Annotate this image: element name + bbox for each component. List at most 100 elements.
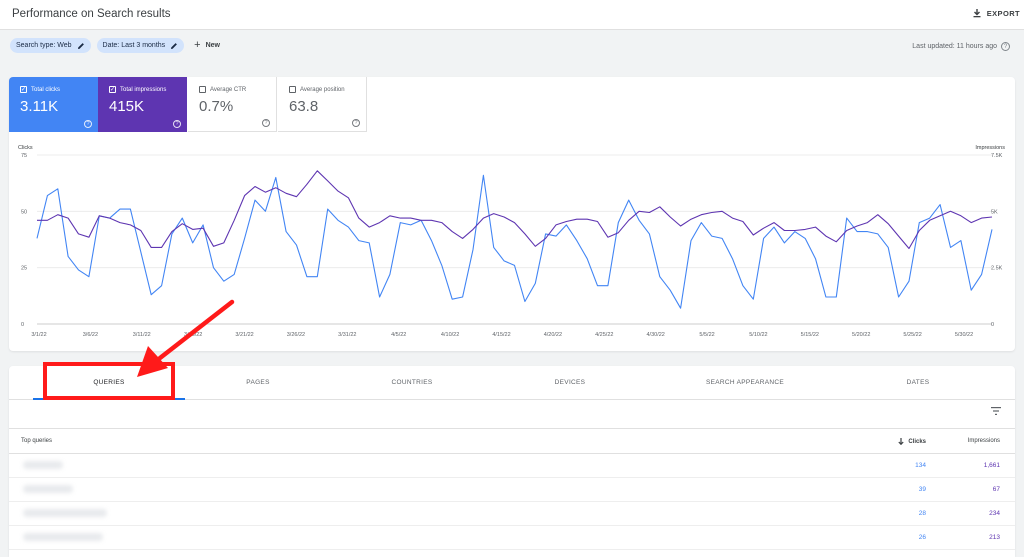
chip-label: Date: Last 3 months — [102, 42, 166, 49]
filter-bar: Search type: Web Date: Last 3 months + N… — [10, 38, 220, 53]
metric-value: 63.8 — [289, 98, 319, 115]
metric-label: Average CTR — [210, 86, 247, 93]
pencil-icon — [77, 42, 84, 49]
last-updated: Last updated: 11 hours ago ? — [912, 42, 1010, 51]
row-clicks: 26 — [918, 534, 926, 541]
metric-label-row: ✓ Total impressions — [109, 86, 187, 93]
x-tick-label: 5/10/22 — [749, 332, 767, 338]
download-icon — [973, 9, 981, 18]
metric-label-row: Average CTR — [199, 86, 276, 93]
redacted-query — [23, 461, 63, 469]
x-tick-label: 4/5/22 — [391, 332, 406, 338]
filter-rows-icon[interactable] — [991, 407, 1001, 415]
row-clicks: 134 — [915, 462, 926, 469]
x-tick-label: 5/25/22 — [903, 332, 921, 338]
column-header-clicks[interactable]: Clicks — [898, 438, 926, 445]
checkbox-unchecked-icon — [289, 86, 296, 93]
x-tick-label: 5/20/22 — [852, 332, 870, 338]
help-icon[interactable]: ? — [262, 119, 270, 127]
x-tick-label: 3/11/22 — [133, 332, 151, 338]
x-tick-label: 4/20/22 — [544, 332, 562, 338]
pencil-icon — [171, 42, 178, 49]
tab-countries[interactable]: COUNTRIES — [391, 379, 433, 386]
table-row[interactable]: 134 1,661 — [9, 454, 1015, 478]
row-impressions: 67 — [992, 486, 1000, 493]
tab-pages[interactable]: PAGES — [246, 379, 270, 386]
search-type-chip[interactable]: Search type: Web — [10, 38, 91, 53]
redacted-query — [23, 533, 103, 541]
x-tick-label: 4/30/22 — [646, 332, 664, 338]
metric-label-row: Average position — [289, 86, 366, 93]
column-header-impressions[interactable]: Impressions — [967, 438, 1000, 444]
export-button[interactable]: EXPORT — [972, 8, 1020, 18]
y-left-tick-label: 0 — [21, 322, 24, 328]
performance-card: 0 0 25 2.5K 50 5K 75 7.5K Clicks Impressions 3/1/2… — [9, 77, 1015, 351]
metric-value: 0.7% — [199, 98, 234, 115]
chip-label: Search type: Web — [16, 42, 72, 49]
tab-search-appearance[interactable]: SEARCH APPEARANCE — [705, 379, 785, 386]
new-label: New — [205, 42, 221, 49]
tab-dates[interactable]: DATES — [906, 379, 930, 386]
x-tick-label: 5/15/22 — [801, 332, 819, 338]
table-header: Top queries Clicks Impressions — [9, 428, 1015, 454]
x-tick-label: 3/21/22 — [235, 332, 253, 338]
tab-devices[interactable]: DEVICES — [554, 379, 586, 386]
row-clicks: 39 — [918, 486, 926, 493]
checkbox-checked-icon: ✓ — [20, 86, 27, 93]
x-tick-label: 5/5/22 — [699, 332, 714, 338]
metric-label: Average position — [300, 86, 345, 93]
y-left-axis-label: Clicks — [18, 145, 33, 151]
y-left-tick-label: 75 — [21, 153, 27, 159]
row-impressions: 213 — [989, 534, 1000, 541]
page-title: Performance on Search results — [12, 8, 171, 20]
y-right-tick-label: 0 — [991, 322, 994, 328]
x-tick-label: 3/6/22 — [83, 332, 98, 338]
x-tick-label: 3/1/22 — [31, 332, 46, 338]
top-bar: Performance on Search results EXPORT — [0, 0, 1024, 30]
x-tick-label: 4/10/22 — [441, 332, 459, 338]
metric-average-ctr[interactable]: Average CTR 0.7% ? — [188, 77, 277, 132]
table-row[interactable]: 26 213 — [9, 526, 1015, 550]
x-tick-label: 3/26/22 — [287, 332, 305, 338]
export-label: EXPORT — [986, 8, 1020, 18]
help-icon[interactable]: ? — [1001, 42, 1010, 51]
arrow-down-icon — [898, 438, 904, 445]
redacted-query — [23, 485, 73, 493]
y-right-axis-label: Impressions — [975, 145, 1005, 151]
checkbox-checked-icon: ✓ — [109, 86, 116, 93]
table-row[interactable]: 28 234 — [9, 502, 1015, 526]
metric-value: 415K — [109, 98, 145, 115]
x-tick-label: 3/16/22 — [184, 332, 202, 338]
last-updated-text: Last updated: 11 hours ago — [912, 43, 997, 50]
results-card: QUERIES PAGES COUNTRIES DEVICES SEARCH A… — [9, 366, 1015, 557]
table-row[interactable]: 39 67 — [9, 478, 1015, 502]
redacted-query — [23, 509, 107, 517]
column-header-queries[interactable]: Top queries — [21, 438, 53, 444]
x-tick-label: 4/25/22 — [595, 332, 613, 338]
metric-average-position[interactable]: Average position 63.8 ? — [278, 77, 367, 132]
plus-icon: + — [194, 39, 201, 51]
x-tick-label: 5/30/22 — [955, 332, 973, 338]
row-clicks: 28 — [918, 510, 926, 517]
y-left-tick-label: 50 — [21, 209, 27, 215]
new-filter-button[interactable]: + New — [194, 40, 220, 51]
series-line-impressions — [37, 170, 993, 250]
metric-label: Total clicks — [31, 86, 61, 93]
y-right-tick-label: 2.5K — [991, 266, 1003, 272]
help-icon[interactable]: ? — [173, 120, 181, 128]
metric-total-clicks[interactable]: ✓ Total clicks 3.11K ? — [9, 77, 98, 132]
column-header-clicks-label: Clicks — [908, 438, 926, 445]
help-icon[interactable]: ? — [84, 120, 92, 128]
tab-queries[interactable]: QUERIES — [93, 379, 125, 386]
y-right-tick-label: 7.5K — [991, 153, 1003, 159]
metric-total-impressions[interactable]: ✓ Total impressions 415K ? — [98, 77, 187, 132]
checkbox-unchecked-icon — [199, 86, 206, 93]
x-tick-label: 4/15/22 — [492, 332, 510, 338]
help-icon[interactable]: ? — [352, 119, 360, 127]
row-impressions: 1,661 — [983, 462, 1000, 469]
row-impressions: 234 — [989, 510, 1000, 517]
date-chip[interactable]: Date: Last 3 months — [96, 38, 185, 53]
x-tick-label: 3/31/22 — [338, 332, 356, 338]
metric-label-row: ✓ Total clicks — [20, 86, 98, 93]
metric-value: 3.11K — [20, 98, 59, 115]
